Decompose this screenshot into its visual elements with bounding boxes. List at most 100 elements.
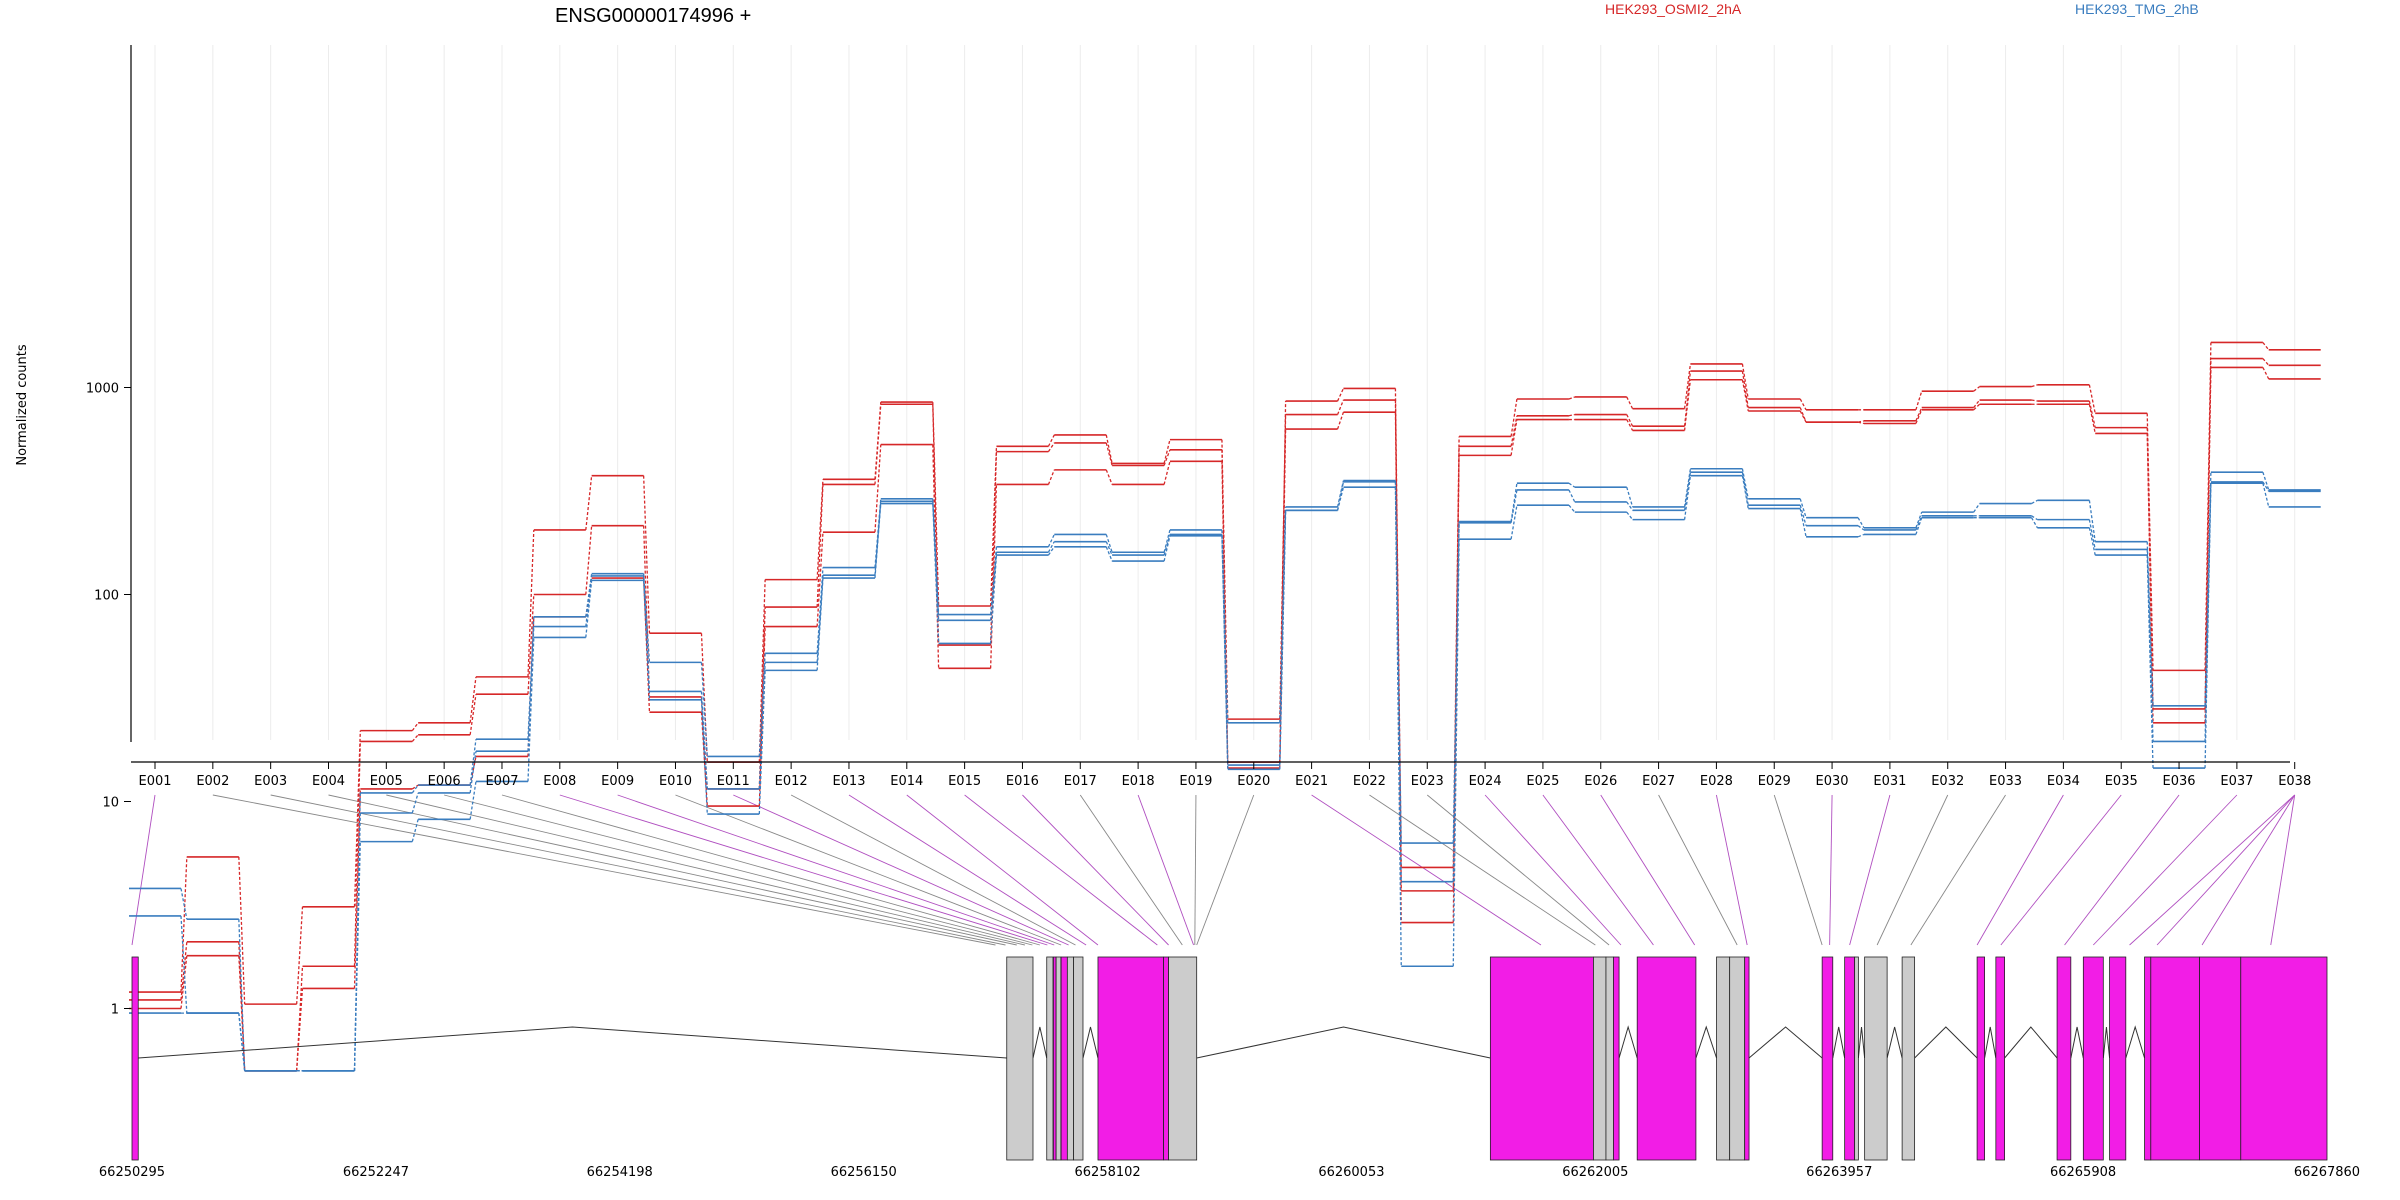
exon-connector bbox=[2270, 794, 2296, 946]
series-connector bbox=[180, 888, 188, 920]
x-tick-label: E030 bbox=[1816, 774, 1849, 789]
exon-box-significant bbox=[2056, 956, 2072, 1161]
exon-connector bbox=[328, 794, 1017, 946]
exon-connector bbox=[1194, 794, 1197, 946]
exon-box-significant bbox=[1163, 956, 1169, 1161]
exon-connector bbox=[270, 794, 1006, 946]
vertical-grid bbox=[154, 45, 2296, 740]
exon-connector bbox=[1426, 794, 1610, 946]
exon-connector bbox=[1715, 794, 1748, 946]
genomic-position-label: 66254198 bbox=[587, 1165, 653, 1180]
series-connector bbox=[1741, 475, 1749, 509]
series-connector bbox=[874, 404, 882, 485]
exon-connector bbox=[2064, 794, 2180, 946]
series-connector bbox=[1510, 398, 1518, 437]
genomic-position-label: 66252247 bbox=[343, 1165, 409, 1180]
exon-box bbox=[1046, 956, 1054, 1161]
exon-box bbox=[1605, 956, 1614, 1161]
exon-box-significant bbox=[1995, 956, 2005, 1161]
exon-connector bbox=[1079, 794, 1183, 946]
exon-connector bbox=[2129, 794, 2296, 946]
exon-box-significant bbox=[1744, 956, 1750, 1161]
exon-connector bbox=[617, 794, 1055, 946]
series-connector bbox=[1626, 486, 1634, 508]
series-connector bbox=[1336, 399, 1345, 415]
exon-box-significant bbox=[1636, 956, 1697, 1161]
series-connector bbox=[700, 712, 708, 807]
series-connector bbox=[1626, 511, 1634, 521]
series-connector bbox=[1741, 468, 1749, 499]
series-connector bbox=[1915, 390, 1923, 411]
exon-box bbox=[1073, 956, 1084, 1161]
genomic-position-label: 66260053 bbox=[1318, 1165, 1384, 1180]
series-connector bbox=[411, 784, 419, 794]
x-tick-label: E013 bbox=[832, 774, 865, 789]
x-tick-label: E002 bbox=[196, 774, 229, 789]
series-connector bbox=[1510, 415, 1518, 447]
series-connector bbox=[1510, 419, 1518, 456]
series-connector bbox=[1336, 487, 1345, 511]
genomic-position-label: 66267860 bbox=[2294, 1165, 2360, 1180]
series-connector bbox=[1105, 534, 1113, 553]
series-connector bbox=[1279, 510, 1287, 770]
exon-connector bbox=[1829, 794, 1833, 946]
intron-line bbox=[1857, 1026, 1866, 1059]
exon-box bbox=[1864, 956, 1888, 1161]
series-connector bbox=[2204, 483, 2212, 769]
x-tick-label: E026 bbox=[1584, 774, 1617, 789]
series-connector bbox=[2031, 515, 2038, 521]
series-connector bbox=[1973, 403, 1981, 411]
series-connector bbox=[1221, 535, 1229, 770]
genomic-position-label: 66256150 bbox=[831, 1165, 897, 1180]
intron-line bbox=[2070, 1026, 2084, 1059]
exon-connector bbox=[2000, 794, 2122, 946]
series-connector bbox=[411, 819, 419, 842]
exon-box-significant bbox=[2150, 956, 2200, 1161]
series-connector bbox=[1857, 517, 1865, 529]
series-connector bbox=[1857, 533, 1865, 538]
x-tick-label: E023 bbox=[1411, 774, 1444, 789]
exon-box-significant bbox=[1052, 956, 1057, 1161]
x-tick-label: E010 bbox=[659, 774, 692, 789]
series-connector bbox=[932, 503, 940, 644]
axes bbox=[130, 45, 2290, 763]
intron-line bbox=[1695, 1025, 1718, 1059]
exon-box-significant bbox=[2109, 956, 2127, 1161]
series-connector bbox=[1799, 508, 1807, 537]
exon-connector bbox=[386, 794, 1025, 946]
series-connector bbox=[469, 751, 477, 794]
exon-connector bbox=[212, 794, 996, 946]
series-connector bbox=[527, 637, 535, 782]
x-tick-label: E031 bbox=[1873, 774, 1906, 789]
series-connector bbox=[1915, 409, 1923, 424]
series-connector bbox=[1683, 371, 1692, 427]
series-osmi2-2 bbox=[129, 357, 2321, 1072]
series-connector bbox=[1568, 489, 1576, 503]
x-tick-label: E006 bbox=[428, 774, 461, 789]
exon-connector bbox=[2201, 794, 2296, 946]
exon-connector bbox=[1369, 794, 1596, 946]
exon-connector bbox=[848, 794, 1087, 946]
x-tick-label: E024 bbox=[1469, 774, 1502, 789]
series-connector bbox=[1163, 534, 1171, 556]
exon-connector bbox=[2156, 794, 2296, 946]
x-tick-label: E015 bbox=[948, 774, 981, 789]
x-tick-label: E008 bbox=[543, 774, 576, 789]
series-connector bbox=[2262, 342, 2270, 351]
series-connector bbox=[353, 788, 361, 989]
x-tick-label: E025 bbox=[1526, 774, 1559, 789]
exon-box-significant bbox=[2199, 956, 2242, 1161]
exon-box bbox=[1854, 956, 1859, 1161]
exon-connector bbox=[559, 794, 1048, 946]
x-tick-label: E037 bbox=[2220, 774, 2253, 789]
series-connector bbox=[2146, 555, 2154, 769]
series-tmg-3 bbox=[129, 474, 2321, 1072]
series-connector bbox=[1799, 398, 1807, 411]
exon-box-significant bbox=[1844, 956, 1856, 1161]
series-connector bbox=[1047, 442, 1055, 452]
series-connector bbox=[2262, 471, 2270, 491]
series-connector bbox=[296, 988, 304, 1071]
x-tick-label: E004 bbox=[312, 774, 345, 789]
series-connector bbox=[353, 841, 361, 1071]
exon-connector bbox=[1137, 794, 1194, 946]
